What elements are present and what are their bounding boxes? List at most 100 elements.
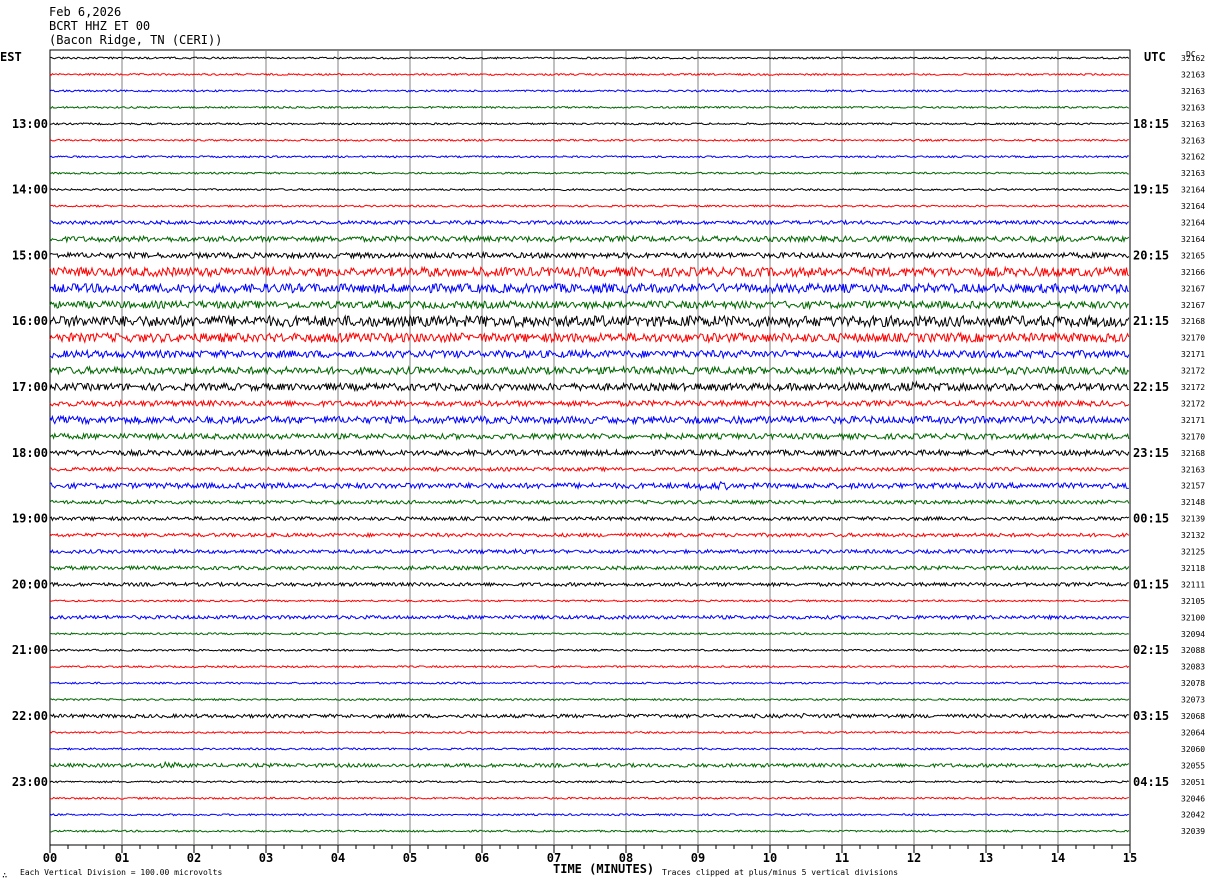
dc-value: 32172 bbox=[1181, 399, 1205, 408]
x-tick-label: 02 bbox=[187, 851, 201, 865]
seismic-trace bbox=[49, 581, 1129, 588]
dc-value: 32111 bbox=[1181, 580, 1205, 589]
date-label: Feb 6,2026 bbox=[49, 5, 122, 19]
seismic-trace bbox=[49, 599, 1129, 603]
x-tick-label: 04 bbox=[331, 851, 345, 865]
seismic-trace bbox=[49, 614, 1130, 621]
right-hour-label: 19:15 bbox=[1133, 183, 1169, 197]
dc-value: 32068 bbox=[1181, 712, 1205, 721]
left-hour-label: 20:00 bbox=[12, 577, 48, 591]
dc-value: 32165 bbox=[1181, 251, 1205, 260]
seismic-trace bbox=[49, 431, 1130, 441]
seismic-trace bbox=[49, 265, 1130, 279]
seismic-trace bbox=[49, 250, 1130, 260]
seismic-trace bbox=[49, 219, 1129, 226]
seismic-trace bbox=[49, 138, 1129, 142]
x-tick-label: 10 bbox=[763, 851, 777, 865]
seismic-trace bbox=[49, 780, 1129, 784]
right-hour-label: 23:15 bbox=[1133, 446, 1169, 460]
dc-value: 32055 bbox=[1181, 761, 1205, 770]
seismic-trace bbox=[49, 499, 1130, 506]
x-tick-label: 15 bbox=[1123, 851, 1137, 865]
x-ticks: 00 01 02 03 04 05 06 07 08 09 10 11 12 13 14 15 bbox=[43, 845, 1137, 865]
dc-value: 32094 bbox=[1181, 630, 1205, 639]
dc-value: 32168 bbox=[1181, 449, 1205, 458]
dc-value: 32164 bbox=[1181, 186, 1205, 195]
dc-value: 32166 bbox=[1181, 268, 1205, 277]
dc-value: 32171 bbox=[1181, 350, 1205, 359]
dc-value: 32163 bbox=[1181, 70, 1205, 79]
clip-note: Traces clipped at plus/minus 5 vertical … bbox=[662, 868, 898, 877]
dc-value: 32168 bbox=[1181, 317, 1205, 326]
left-hour-label: 16:00 bbox=[12, 314, 48, 328]
dc-value: 32064 bbox=[1181, 728, 1205, 737]
seismic-trace bbox=[49, 281, 1129, 295]
seismic-trace bbox=[49, 171, 1129, 175]
x-tick-label: 07 bbox=[547, 851, 561, 865]
seismic-trace bbox=[49, 564, 1130, 571]
seismic-trace bbox=[49, 348, 1130, 360]
right-hour-labels: 18:15 19:15 20:15 21:15 22:15 23:15 00:15 01:15… bbox=[1133, 117, 1169, 789]
x-tick-label: 08 bbox=[619, 851, 633, 865]
seismic-trace bbox=[49, 632, 1129, 636]
seismic-trace bbox=[49, 812, 1129, 817]
right-hour-label: 00:15 bbox=[1133, 512, 1169, 526]
right-hour-label: 18:15 bbox=[1133, 117, 1169, 131]
seismic-trace bbox=[49, 697, 1130, 702]
seismic-trace bbox=[49, 105, 1130, 110]
left-hour-label: 15:00 bbox=[12, 248, 48, 262]
right-hour-label: 03:15 bbox=[1133, 709, 1169, 723]
left-hour-label: 23:00 bbox=[12, 775, 48, 789]
dc-value: 32163 bbox=[1181, 169, 1205, 178]
dc-value: 32083 bbox=[1181, 663, 1205, 672]
right-hour-label: 01:15 bbox=[1133, 577, 1169, 591]
dc-value: 32100 bbox=[1181, 613, 1205, 622]
dc-value: 32171 bbox=[1181, 416, 1205, 425]
x-tick-label: 12 bbox=[907, 851, 921, 865]
seismic-trace bbox=[49, 89, 1129, 93]
seismic-trace bbox=[49, 664, 1130, 669]
dc-value: 32164 bbox=[1181, 202, 1205, 211]
seismic-trace bbox=[49, 187, 1129, 192]
dc-value: 32163 bbox=[1181, 103, 1205, 112]
dc-value: 32073 bbox=[1181, 696, 1205, 705]
dc-value: 32125 bbox=[1181, 548, 1205, 557]
dc-value: 32105 bbox=[1181, 597, 1205, 606]
dc-value: 32164 bbox=[1181, 235, 1205, 244]
dc-value: 32139 bbox=[1181, 515, 1205, 524]
seismic-trace bbox=[49, 154, 1129, 159]
seismic-trace bbox=[49, 747, 1129, 751]
x-tick-label: 03 bbox=[259, 851, 273, 865]
logo-glyph: ∴ bbox=[2, 871, 7, 881]
dc-value: 32172 bbox=[1181, 367, 1205, 376]
left-hour-labels: 13:00 14:00 15:00 16:00 17:00 18:00 19:00 20:00… bbox=[12, 117, 48, 789]
dc-value: 32132 bbox=[1181, 531, 1205, 540]
right-hour-label: 21:15 bbox=[1133, 314, 1169, 328]
dc-value: 32162 bbox=[1181, 153, 1205, 162]
dc-value: 32167 bbox=[1181, 284, 1205, 293]
seismic-trace bbox=[49, 829, 1130, 833]
seismic-trace bbox=[49, 681, 1129, 685]
left-hour-label: 14:00 bbox=[12, 183, 48, 197]
dc-value: 32164 bbox=[1181, 219, 1205, 228]
dc-value: 32163 bbox=[1181, 136, 1205, 145]
left-hour-label: 17:00 bbox=[12, 380, 48, 394]
seismic-trace bbox=[49, 380, 1129, 393]
x-tick-label: 11 bbox=[835, 851, 849, 865]
left-hour-label: 21:00 bbox=[12, 643, 48, 657]
x-tick-label: 14 bbox=[1051, 851, 1065, 865]
seismic-trace bbox=[50, 56, 1130, 60]
left-hour-label: 19:00 bbox=[12, 512, 48, 526]
dc-value: 32163 bbox=[1181, 87, 1205, 96]
seismic-trace bbox=[49, 398, 1130, 409]
seismic-trace bbox=[49, 72, 1129, 77]
x-axis-label: TIME (MINUTES) bbox=[553, 862, 654, 876]
dc-value: 32157 bbox=[1181, 482, 1205, 491]
dc-value: 32167 bbox=[1181, 301, 1205, 310]
seismic-trace bbox=[49, 466, 1129, 473]
plot-frame bbox=[49, 49, 1131, 846]
dc-value: 32170 bbox=[1181, 432, 1205, 441]
grid bbox=[121, 50, 1059, 845]
dc-value: 32046 bbox=[1181, 794, 1205, 803]
